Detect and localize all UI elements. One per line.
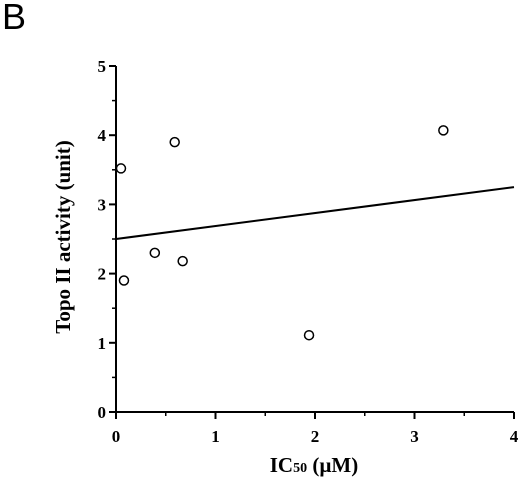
- data-point: [169, 136, 180, 148]
- x-tick-label: 3: [410, 427, 419, 446]
- y-tick-label: 4: [98, 126, 107, 145]
- data-points: [115, 125, 449, 341]
- x-axis-label-unit: (µM): [307, 453, 358, 477]
- data-point: [303, 329, 315, 341]
- y-tick-label: 1: [98, 334, 107, 353]
- x-tick-label: 0: [112, 427, 121, 446]
- x-tick-label: 2: [311, 427, 320, 446]
- y-tick-label: 5: [98, 57, 107, 76]
- y-axis-label: Topo II activity (unit): [51, 140, 75, 334]
- fit-line: [115, 186, 515, 240]
- y-tick-label: 2: [98, 265, 107, 284]
- data-point: [115, 163, 127, 174]
- ticks: 0 1 2 3 4 5 0 1 2 3 4: [98, 57, 519, 446]
- y-tick-label: 0: [98, 403, 107, 422]
- data-point: [118, 275, 130, 286]
- x-tick-label: 4: [510, 427, 519, 446]
- x-axis-label: IC50 (µM): [270, 453, 359, 477]
- x-axis-label-sub: 50: [293, 461, 307, 476]
- fit-line-group: [115, 186, 515, 240]
- y-tick-label: 3: [98, 195, 107, 214]
- data-point: [438, 125, 449, 136]
- x-axis-label-main: IC: [270, 453, 293, 477]
- axes: [115, 66, 514, 413]
- data-point: [149, 247, 161, 259]
- x-tick-label: 1: [211, 427, 220, 446]
- data-point: [177, 255, 188, 267]
- panel-label: B: [2, 0, 27, 37]
